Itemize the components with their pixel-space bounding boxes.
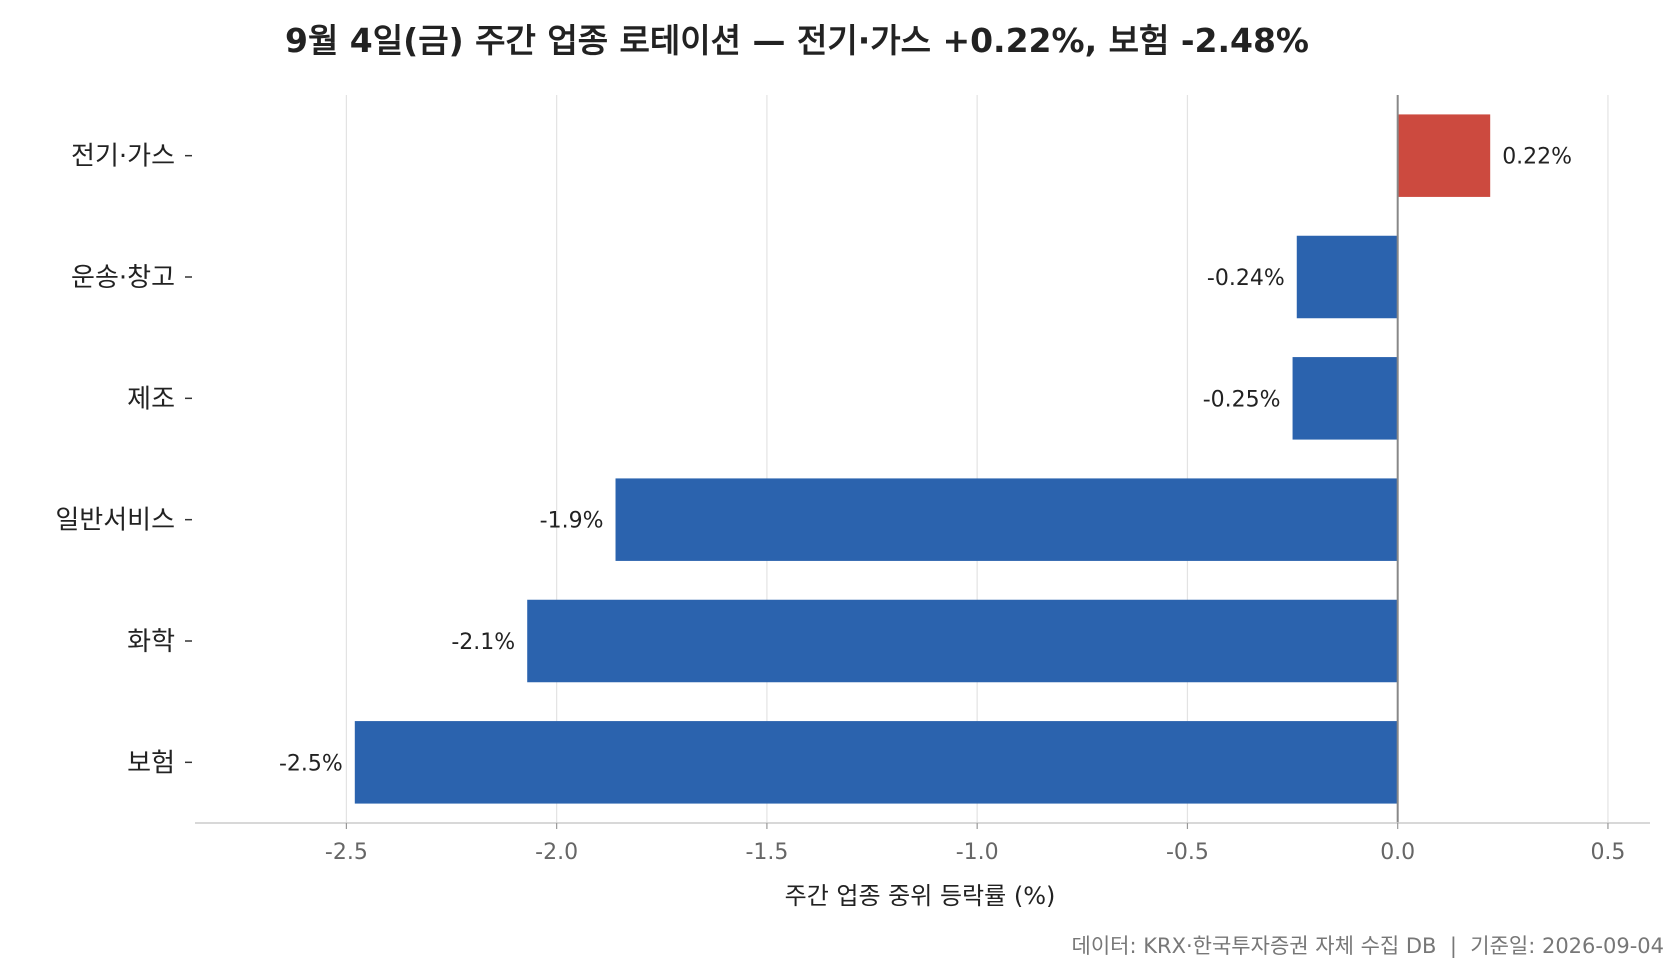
x-tick-label-6: 0.5 (1590, 840, 1625, 865)
footer-note: 데이터: KRX·한국투자증권 자체 수집 DB | 기준일: 2026-09-… (1072, 934, 1664, 959)
bars (354, 95, 1491, 823)
category-label-4: 화학 (127, 627, 175, 657)
x-tick-label-0: -2.5 (325, 840, 368, 865)
value-label-2: -0.25% (1203, 387, 1281, 412)
category-label-3: 일반서비스 (55, 506, 175, 536)
bar-2 (1292, 357, 1398, 440)
value-label-1: -0.24% (1207, 266, 1285, 291)
value-label-5: -2.5% (279, 751, 343, 776)
x-tick-label-3: -1.0 (956, 840, 999, 865)
bar-3 (615, 478, 1398, 561)
x-axis: -2.5 -2.0 -1.5 -1.0 -0.5 0.0 0.5 (195, 822, 1650, 865)
category-label-0: 전기·가스 (71, 142, 175, 172)
value-label-4: -2.1% (451, 630, 515, 655)
bar-5 (354, 721, 1398, 804)
grid-lines (345, 95, 1609, 823)
chart-title: 9월 4일(금) 주간 업종 로테이션 — 전기·가스 +0.22%, 보험 -… (285, 21, 1309, 60)
value-label-3: -1.9% (540, 509, 604, 534)
value-label-0: 0.22% (1502, 145, 1572, 170)
category-label-1: 운송·창고 (71, 263, 175, 293)
x-tick-label-5: 0.0 (1380, 840, 1415, 865)
x-tick-label-2: -1.5 (745, 840, 788, 865)
category-label-2: 제조 (127, 384, 175, 414)
bar-1 (1296, 235, 1398, 319)
x-axis-label: 주간 업종 중위 등락률 (%) (785, 882, 1056, 910)
x-tick-label-1: -2.0 (535, 840, 578, 865)
x-tick-label-4: -0.5 (1166, 840, 1209, 865)
bar-4 (527, 599, 1398, 683)
bar-0 (1397, 114, 1491, 197)
value-labels: 0.22% -0.24% -0.25% -1.9% -2.1% -2.5% (279, 145, 1572, 777)
category-label-5: 보험 (127, 748, 175, 778)
